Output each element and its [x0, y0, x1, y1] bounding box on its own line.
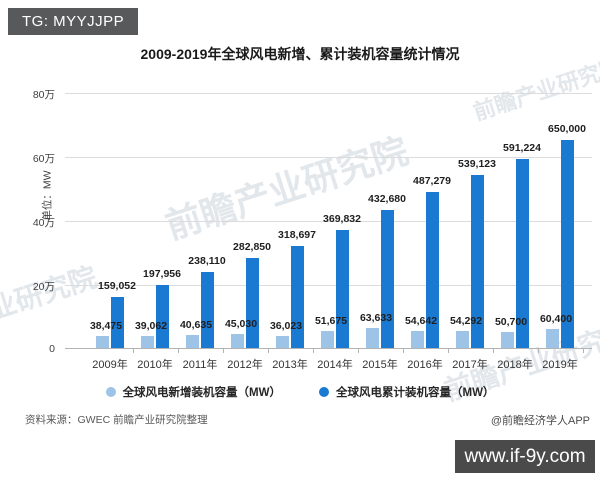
bar-new-capacity: [546, 328, 559, 348]
bar-cumulative-capacity: [291, 246, 304, 348]
bar-new-capacity: [321, 331, 334, 348]
x-tick-label: 2012年: [227, 359, 263, 371]
y-tick-label: 0: [49, 343, 55, 355]
value-label-new: 36,023: [269, 320, 303, 333]
value-label-cumulative: 650,000: [548, 123, 586, 135]
x-tick-mark: [402, 349, 404, 353]
value-label-cumulative: 318,697: [278, 229, 316, 242]
bar-cumulative-capacity: [426, 192, 439, 348]
x-tick-mark: [492, 349, 494, 353]
value-label-cumulative: 369,832: [323, 212, 361, 225]
value-label-cumulative: 197,956: [143, 267, 181, 280]
x-tick-mark: [582, 349, 584, 353]
value-label-cumulative: 432,680: [368, 192, 406, 205]
bar-new-capacity: [231, 333, 244, 348]
value-label-new: 39,062: [134, 319, 168, 332]
x-tick-label: 2019年: [542, 359, 578, 371]
bar-new-capacity: [186, 335, 199, 348]
site-url-bar: www.if-9y.com: [455, 440, 595, 473]
bar-new-capacity: [276, 336, 289, 348]
bar-cumulative-capacity: [561, 140, 574, 348]
x-tick-label: 2011年: [182, 359, 218, 371]
legend-item: 全球风电新增装机容量（MW）: [105, 384, 281, 400]
bar-cumulative-capacity: [246, 257, 259, 348]
gridline: [65, 93, 592, 94]
value-label-cumulative: 487,279: [413, 175, 451, 188]
x-tick-mark: [132, 349, 134, 353]
bar-cumulative-capacity: [381, 209, 394, 348]
bar-new-capacity: [456, 330, 469, 348]
value-label-new: 50,700: [494, 315, 528, 328]
value-label-new: 51,675: [314, 315, 348, 328]
value-label-new: 45,030: [224, 317, 258, 330]
legend-label: 全球风电新增装机容量（MW）: [122, 387, 281, 399]
bar-new-capacity: [96, 335, 109, 348]
value-label-new: 40,635: [179, 319, 213, 331]
value-label-new: 54,292: [449, 314, 483, 327]
legend-item: 全球风电累计装机容量（MW）: [319, 384, 494, 400]
value-label-cumulative: 282,850: [233, 240, 271, 253]
gridline: [65, 285, 592, 286]
bar-new-capacity: [411, 330, 424, 348]
x-tick-mark: [177, 349, 179, 353]
x-tick-mark: [267, 349, 269, 353]
x-tick-label: 2014年: [317, 359, 353, 371]
value-label-new: 38,475: [89, 319, 123, 332]
bar-new-capacity: [141, 335, 154, 348]
bar-cumulative-capacity: [336, 229, 349, 348]
x-tick-mark: [312, 349, 314, 353]
gridline: [65, 157, 592, 158]
chart-title: 2009-2019年全球风电新增、累计装机容量统计情况: [140, 46, 460, 62]
bar-new-capacity: [366, 327, 379, 348]
value-label-cumulative: 591,224: [503, 141, 541, 154]
plot-area: 38,475 159,052 39,062 197,956 40,635 238,110 4…: [65, 93, 592, 349]
source-note: 资料来源：GWEC 前瞻产业研究院整理: [25, 414, 208, 426]
x-tick-mark: [537, 349, 539, 353]
x-tick-label: 2015年: [362, 359, 398, 371]
bar-cumulative-capacity: [111, 297, 124, 348]
x-tick-label: 2013年: [272, 359, 308, 371]
y-tick-label: 40万: [32, 217, 55, 229]
credit-note: @前瞻经济学人APP: [490, 415, 590, 427]
x-tick-mark: [357, 349, 359, 353]
bar-cumulative-capacity: [516, 158, 529, 348]
y-tick-label: 60万: [32, 153, 55, 165]
x-tick-mark: [222, 349, 224, 353]
value-label-cumulative: 238,110: [188, 254, 226, 267]
value-label-cumulative: 539,123: [458, 158, 496, 171]
value-label-new: 54,642: [404, 314, 438, 327]
y-axis-unit-label: 单位：MW: [41, 170, 54, 221]
chart-legend: 全球风电新增装机容量（MW） 全球风电累计装机容量（MW）: [0, 384, 600, 400]
x-tick-label: 2017年: [452, 359, 488, 371]
tg-channel-badge: TG: MYYJJPP: [8, 8, 139, 35]
bar-new-capacity: [501, 331, 514, 348]
y-tick-label: 80万: [32, 89, 55, 101]
x-tick-label: 2010年: [137, 359, 173, 371]
bar-cumulative-capacity: [156, 284, 169, 348]
y-tick-label: 20万: [32, 281, 55, 293]
bar-cumulative-capacity: [471, 175, 484, 348]
x-tick-label: 2018年: [497, 359, 533, 371]
legend-dot-icon: [319, 387, 329, 397]
bar-cumulative-capacity: [201, 271, 214, 348]
legend-label: 全球风电累计装机容量（MW）: [336, 387, 495, 399]
x-tick-mark: [447, 349, 449, 353]
legend-dot-icon: [105, 387, 116, 397]
value-label-new: 63,633: [359, 311, 393, 324]
value-label-cumulative: 159,052: [98, 280, 136, 293]
x-axis-line: [65, 348, 592, 349]
x-tick-label: 2009年: [92, 359, 128, 371]
gridline: [65, 221, 592, 222]
value-label-new: 60,400: [539, 312, 573, 325]
x-tick-label: 2016年: [407, 359, 443, 371]
